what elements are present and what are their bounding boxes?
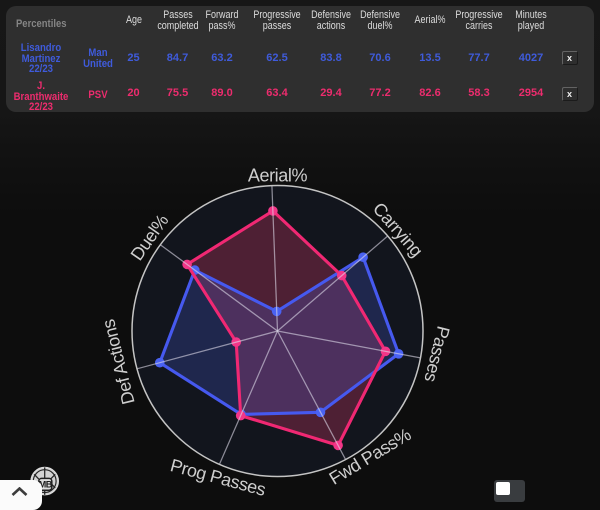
svg-text:Passes: Passes: [420, 324, 453, 384]
svg-text:Aerial%: Aerial%: [248, 166, 308, 186]
svg-text:MB: MB: [39, 480, 53, 490]
